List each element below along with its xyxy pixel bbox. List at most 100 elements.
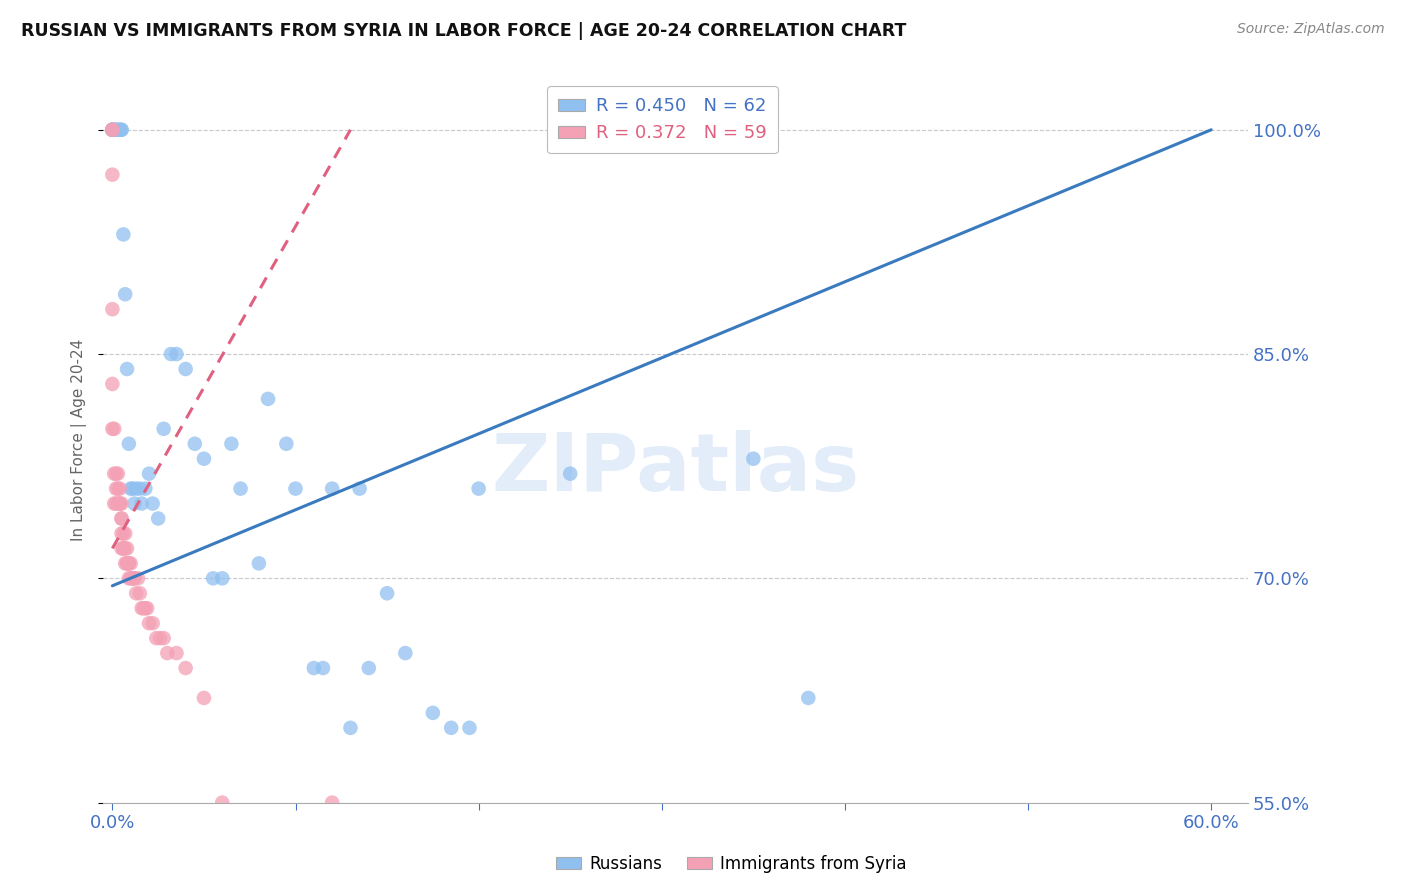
Point — [136, 601, 159, 615]
Point — [118, 571, 141, 585]
Point — [193, 451, 215, 466]
Point — [257, 392, 280, 406]
Point — [124, 571, 146, 585]
Point — [211, 571, 233, 585]
Point — [138, 467, 160, 481]
Point — [302, 661, 325, 675]
Point — [107, 467, 129, 481]
Point — [152, 422, 174, 436]
Point — [321, 796, 343, 810]
Point — [440, 721, 463, 735]
Point — [101, 122, 124, 136]
Point — [125, 586, 148, 600]
Point — [114, 526, 136, 541]
Point — [560, 467, 582, 481]
Point — [120, 557, 142, 571]
Point — [114, 541, 136, 556]
Point — [229, 482, 252, 496]
Point — [105, 497, 128, 511]
Point — [166, 347, 188, 361]
Point — [458, 721, 481, 735]
Point — [110, 122, 132, 136]
Point — [152, 631, 174, 645]
Point — [284, 482, 307, 496]
Point — [742, 451, 765, 466]
Point — [312, 661, 335, 675]
Point — [321, 482, 343, 496]
Point — [134, 601, 156, 615]
Point — [596, 825, 619, 839]
Point — [107, 482, 129, 496]
Point — [101, 122, 124, 136]
Point — [115, 557, 138, 571]
Point — [357, 661, 380, 675]
Point — [103, 497, 125, 511]
Point — [128, 482, 150, 496]
Point — [156, 646, 179, 660]
Point — [1181, 855, 1204, 870]
Point — [108, 497, 131, 511]
Point — [523, 811, 546, 825]
Point — [121, 482, 143, 496]
Point — [202, 571, 225, 585]
Point — [107, 497, 129, 511]
Point — [145, 631, 167, 645]
Text: ZIPatlas: ZIPatlas — [492, 430, 859, 508]
Point — [112, 541, 135, 556]
Point — [121, 571, 143, 585]
Point — [221, 436, 243, 450]
Point — [120, 571, 142, 585]
Point — [131, 601, 153, 615]
Point — [101, 122, 124, 136]
Point — [651, 811, 673, 825]
Point — [118, 436, 141, 450]
Point — [114, 557, 136, 571]
Point — [105, 467, 128, 481]
Point — [797, 690, 820, 705]
Point — [103, 422, 125, 436]
Point — [101, 376, 124, 391]
Point — [112, 227, 135, 242]
Point — [105, 482, 128, 496]
Point — [110, 497, 132, 511]
Point — [118, 557, 141, 571]
Point — [124, 571, 146, 585]
Point — [108, 497, 131, 511]
Point — [108, 482, 131, 496]
Point — [124, 497, 146, 511]
Point — [247, 557, 270, 571]
Point — [112, 541, 135, 556]
Point — [138, 616, 160, 631]
Point — [125, 482, 148, 496]
Point — [166, 646, 188, 660]
Point — [101, 422, 124, 436]
Point — [121, 571, 143, 585]
Point — [110, 541, 132, 556]
Point — [101, 302, 124, 317]
Point — [105, 122, 128, 136]
Point — [160, 347, 183, 361]
Point — [101, 122, 124, 136]
Point — [211, 796, 233, 810]
Point — [103, 467, 125, 481]
Point — [108, 122, 131, 136]
Legend: Russians, Immigrants from Syria: Russians, Immigrants from Syria — [548, 848, 914, 880]
Point — [467, 482, 489, 496]
Point — [114, 287, 136, 301]
Point — [110, 526, 132, 541]
Point — [110, 122, 132, 136]
Point — [394, 646, 416, 660]
Point — [142, 616, 165, 631]
Point — [127, 571, 149, 585]
Point — [134, 482, 156, 496]
Point — [174, 362, 197, 376]
Point — [105, 122, 128, 136]
Point — [422, 706, 444, 720]
Point — [101, 122, 124, 136]
Point — [146, 511, 169, 525]
Legend: R = 0.450   N = 62, R = 0.372   N = 59: R = 0.450 N = 62, R = 0.372 N = 59 — [547, 87, 778, 153]
Point — [339, 721, 361, 735]
Point — [276, 436, 298, 450]
Point — [128, 586, 150, 600]
Point — [174, 661, 197, 675]
